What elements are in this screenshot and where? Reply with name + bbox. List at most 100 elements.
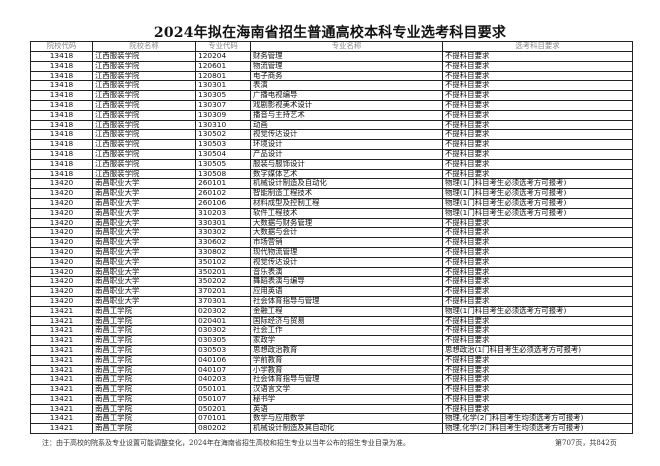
cell-major-code: 260101 [195, 178, 251, 190]
cell-requirement: 不提科目要求 [442, 325, 633, 337]
cell-requirement: 物理(1门科目考生必须选考方可报考) [442, 197, 633, 209]
cell-major-code: 040106 [195, 354, 251, 366]
cell-school-name: 南昌职业大学 [92, 178, 196, 190]
cell-school-code: 13418 [30, 60, 93, 72]
cell-major-code: 130301 [195, 80, 251, 92]
cell-school-code: 13421 [30, 335, 93, 346]
cell-major-code: 120601 [195, 60, 251, 72]
cell-school-code: 13421 [30, 393, 93, 405]
cell-school-name: 江西服装学院 [92, 168, 196, 180]
cell-major-code: 350202 [195, 276, 251, 288]
cell-major-name: 小学教育 [250, 364, 443, 376]
cell-school-code: 13418 [30, 90, 93, 101]
cell-school-name: 江西服装学院 [92, 90, 196, 101]
cell-major-code: 120801 [195, 70, 251, 82]
cell-school-name: 江西服装学院 [92, 148, 196, 160]
cell-school-code: 13420 [30, 266, 93, 278]
table-row: 13421 南昌工学院 030305 家政学 不提科目要求 [30, 335, 633, 346]
cell-school-name: 南昌工学院 [92, 305, 196, 317]
cell-requirement: 不提科目要求 [442, 148, 633, 160]
cell-school-name: 南昌职业大学 [92, 197, 196, 209]
cell-school-name: 南昌工学院 [92, 413, 196, 425]
cell-major-code: 330602 [195, 237, 251, 248]
cell-major-code: 070101 [195, 413, 251, 425]
cell-school-name: 南昌工学院 [92, 393, 196, 405]
cell-school-code: 13420 [30, 295, 93, 307]
cell-major-code: 130502 [195, 129, 251, 141]
cell-school-name: 南昌职业大学 [92, 266, 196, 278]
cell-school-code: 13420 [30, 246, 93, 258]
cell-major-name: 广播电视编导 [250, 90, 443, 101]
table-row: 13418 江西服装学院 130307 戏剧影视美术设计 不提科目要求 [30, 99, 633, 111]
cell-requirement: 不提科目要求 [442, 80, 633, 92]
cell-major-name: 国际经济与贸易 [250, 315, 443, 327]
table-row: 13418 江西服装学院 130502 视觉传达设计 不提科目要求 [30, 129, 633, 141]
cell-major-name: 社会体育指导与管理 [250, 374, 443, 386]
table-row: 13421 南昌工学院 050201 英语 不提科目要求 [30, 403, 633, 415]
cell-school-name: 南昌职业大学 [92, 207, 196, 219]
cell-school-name: 江西服装学院 [92, 139, 196, 150]
cell-major-name: 动画 [250, 119, 443, 131]
cell-school-code: 13418 [30, 80, 93, 92]
cell-major-name: 视觉传达设计 [250, 256, 443, 268]
header-school-code: 院校代码 [30, 41, 93, 52]
cell-major-name: 市场营销 [250, 237, 443, 248]
cell-requirement: 不提科目要求 [442, 139, 633, 150]
cell-school-name: 南昌职业大学 [92, 295, 196, 307]
cell-school-code: 13421 [30, 384, 93, 395]
cell-requirement: 不提科目要求 [442, 393, 633, 405]
cell-major-name: 戏剧影视美术设计 [250, 99, 443, 111]
cell-major-code: 330302 [195, 227, 251, 239]
page-number: 第707页，共842页 [555, 439, 617, 447]
cell-major-name: 应用英语 [250, 286, 443, 297]
table-row: 13420 南昌职业大学 310203 软件工程技术 物理(1门科目考生必须选考方可报考… [30, 207, 633, 219]
table-row: 13418 江西服装学院 130504 产品设计 不提科目要求 [30, 148, 633, 160]
cell-major-name: 智能制造工程技术 [250, 188, 443, 199]
header-major-code: 专业代码 [195, 41, 251, 52]
cell-school-code: 13418 [30, 148, 93, 160]
cell-school-code: 13421 [30, 354, 93, 366]
table-row: 13420 南昌职业大学 260106 材料成型及控制工程 物理(1门科目考生必须选考方… [30, 197, 633, 209]
cell-major-code: 370201 [195, 286, 251, 297]
cell-school-code: 13421 [30, 364, 93, 376]
table-row: 13421 南昌工学院 040107 小学教育 不提科目要求 [30, 364, 633, 376]
cell-major-name: 英语 [250, 403, 443, 415]
cell-major-code: 040203 [195, 374, 251, 386]
cell-requirement: 不提科目要求 [442, 90, 633, 101]
table-row: 13420 南昌职业大学 330802 现代物流管理 不提科目要求 [30, 246, 633, 258]
table-row: 13420 南昌职业大学 330302 大数据与会计 不提科目要求 [30, 227, 633, 239]
cell-school-name: 南昌工学院 [92, 364, 196, 376]
cell-requirement: 不提科目要求 [442, 129, 633, 141]
cell-major-code: 330802 [195, 246, 251, 258]
cell-major-code: 020401 [195, 315, 251, 327]
cell-school-code: 13421 [30, 305, 93, 317]
cell-requirement: 不提科目要求 [442, 295, 633, 307]
cell-major-code: 130508 [195, 168, 251, 180]
cell-requirement: 思想政治(1门科目考生必须选考方可报考) [442, 344, 633, 356]
cell-school-name: 南昌工学院 [92, 344, 196, 356]
cell-school-code: 13418 [30, 109, 93, 121]
cell-school-code: 13418 [30, 129, 93, 141]
cell-school-name: 南昌职业大学 [92, 237, 196, 248]
cell-major-code: 310203 [195, 207, 251, 219]
cell-school-name: 南昌工学院 [92, 354, 196, 366]
cell-school-code: 13420 [30, 207, 93, 219]
cell-requirement: 不提科目要求 [442, 227, 633, 239]
cell-major-code: 030302 [195, 325, 251, 337]
cell-school-code: 13418 [30, 70, 93, 82]
cell-major-code: 130503 [195, 139, 251, 150]
cell-requirement: 物理,化学(2门科目考生均须选考方可报考) [442, 413, 633, 425]
cell-school-name: 南昌工学院 [92, 315, 196, 327]
table-row: 13420 南昌职业大学 260102 智能制造工程技术 物理(1门科目考生必须选考方可… [30, 188, 633, 199]
cell-school-code: 13420 [30, 237, 93, 248]
cell-major-name: 财务管理 [250, 51, 443, 62]
cell-major-name: 表演 [250, 80, 443, 92]
cell-school-code: 13421 [30, 423, 93, 435]
cell-requirement: 不提科目要求 [442, 246, 633, 258]
cell-requirement: 物理,化学(2门科目考生均须选考方可报考) [442, 423, 633, 435]
cell-school-name: 南昌职业大学 [92, 276, 196, 288]
cell-requirement: 不提科目要求 [442, 119, 633, 131]
cell-requirement: 不提科目要求 [442, 286, 633, 297]
cell-requirement: 不提科目要求 [442, 60, 633, 72]
cell-requirement: 不提科目要求 [442, 315, 633, 327]
